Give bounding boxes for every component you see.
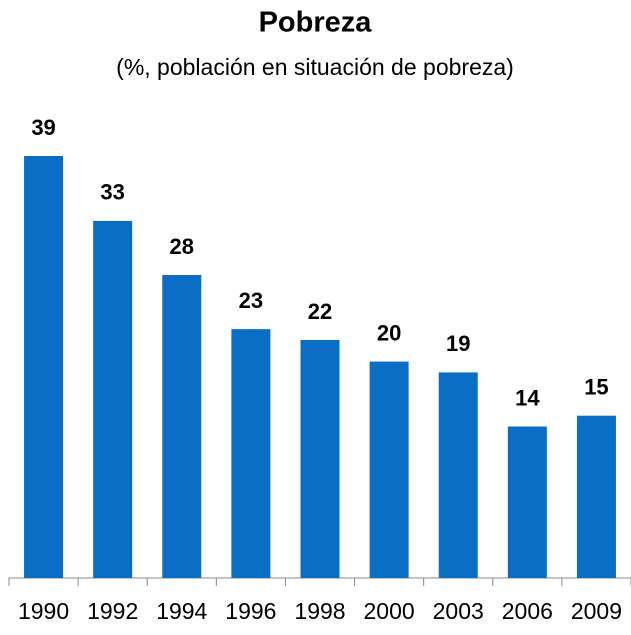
data-label: 33 (100, 180, 124, 205)
data-label: 22 (308, 299, 332, 324)
x-tick-label: 1998 (294, 598, 345, 624)
data-label: 28 (170, 234, 194, 259)
data-label: 19 (446, 331, 470, 356)
bar (24, 156, 64, 578)
x-tick-label: 1992 (87, 598, 138, 624)
bar (93, 220, 133, 578)
chart-title: Pobreza (259, 7, 373, 39)
data-label: 20 (377, 320, 401, 345)
data-label: 14 (515, 385, 540, 410)
x-tick-label: 1996 (225, 598, 276, 624)
x-tick-label: 2006 (502, 598, 553, 624)
x-tick-label: 1994 (156, 598, 207, 624)
data-label: 15 (584, 375, 608, 400)
bar (507, 426, 547, 578)
bar (231, 329, 271, 578)
x-tick-label: 2009 (571, 598, 622, 624)
bar (576, 415, 616, 578)
data-label: 23 (239, 288, 263, 313)
bar (162, 275, 202, 578)
bar (300, 339, 340, 578)
bar (438, 372, 478, 578)
x-tick-label: 2000 (364, 598, 415, 624)
bar (369, 361, 409, 578)
data-label: 39 (31, 115, 55, 140)
x-tick-label: 1990 (18, 598, 69, 624)
chart-subtitle: (%, población en situación de pobreza) (116, 54, 514, 80)
x-tick-label: 2003 (433, 598, 484, 624)
